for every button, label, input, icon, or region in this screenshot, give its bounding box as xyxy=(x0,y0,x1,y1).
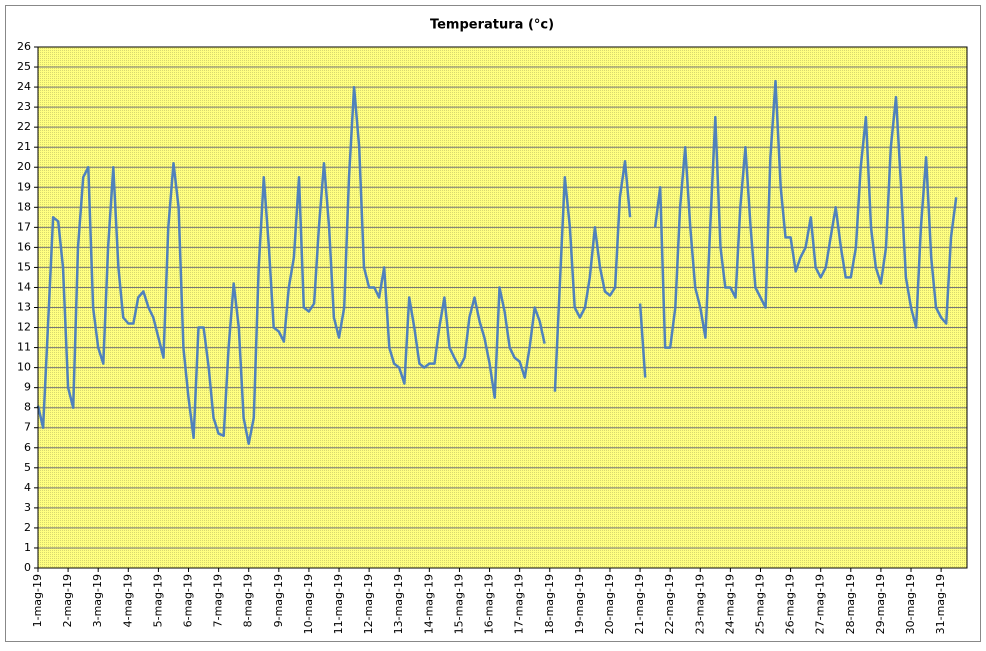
y-tick-label: 7 xyxy=(24,421,31,434)
x-tick-label: 1-mag-19 xyxy=(31,574,44,627)
y-tick-label: 8 xyxy=(24,401,31,414)
x-tick-label: 15-mag-19 xyxy=(452,574,465,634)
x-tick-label: 17-mag-19 xyxy=(513,574,526,634)
x-tick-label: 24-mag-19 xyxy=(723,574,736,634)
y-tick-label: 18 xyxy=(17,200,31,213)
y-tick-label: 15 xyxy=(17,260,31,273)
y-tick-label: 21 xyxy=(17,140,31,153)
x-tick-label: 22-mag-19 xyxy=(663,574,676,634)
x-tick-label: 11-mag-19 xyxy=(332,574,345,634)
x-tick-label: 16-mag-19 xyxy=(483,574,496,634)
y-tick-label: 3 xyxy=(24,501,31,514)
x-tick-label: 9-mag-19 xyxy=(272,574,285,627)
x-tick-label: 14-mag-19 xyxy=(422,574,435,634)
x-tick-label: 21-mag-19 xyxy=(633,574,646,634)
x-tick-label: 30-mag-19 xyxy=(904,574,917,634)
x-tick-label: 8-mag-19 xyxy=(242,574,255,627)
y-tick-label: 14 xyxy=(17,280,31,293)
x-tick-label: 6-mag-19 xyxy=(182,574,195,627)
y-tick-label: 10 xyxy=(17,361,31,374)
grid xyxy=(38,46,967,569)
y-tick-label: 25 xyxy=(17,60,31,73)
y-tick-label: 16 xyxy=(17,240,31,253)
y-tick-label: 4 xyxy=(24,481,31,494)
y-tick-label: 23 xyxy=(17,100,31,113)
x-tick-label: 12-mag-19 xyxy=(362,574,375,634)
x-tick-label: 20-mag-19 xyxy=(603,574,616,634)
y-tick-label: 24 xyxy=(17,80,31,93)
y-tick-label: 11 xyxy=(17,341,31,354)
x-tick-label: 28-mag-19 xyxy=(844,574,857,634)
y-tick-label: 2 xyxy=(24,521,31,534)
x-tick-label: 5-mag-19 xyxy=(151,574,164,627)
x-tick-label: 13-mag-19 xyxy=(392,574,405,634)
y-tick-label: 9 xyxy=(24,381,31,394)
y-tick-label: 17 xyxy=(17,220,31,233)
x-tick-label: 25-mag-19 xyxy=(753,574,766,634)
y-tick-label: 5 xyxy=(24,461,31,474)
chart-title: Temperatura (°c) xyxy=(430,18,554,33)
y-tick-label: 13 xyxy=(17,301,31,314)
y-tick-label: 12 xyxy=(17,321,31,334)
y-tick-label: 20 xyxy=(17,160,31,173)
x-tick-label: 3-mag-19 xyxy=(91,574,104,627)
x-tick-label: 7-mag-19 xyxy=(212,574,225,627)
y-tick-label: 6 xyxy=(24,441,31,454)
x-tick-label: 18-mag-19 xyxy=(543,574,556,634)
y-tick-label: 26 xyxy=(17,40,31,53)
y-tick-label: 22 xyxy=(17,120,31,133)
x-tick-label: 29-mag-19 xyxy=(874,574,887,634)
axis-labels: 0123456789101112131415161718192021222324… xyxy=(17,40,947,634)
x-tick-label: 26-mag-19 xyxy=(784,574,797,634)
x-tick-label: 31-mag-19 xyxy=(934,574,947,634)
x-tick-label: 4-mag-19 xyxy=(121,574,134,627)
y-tick-label: 0 xyxy=(24,561,31,574)
x-tick-label: 27-mag-19 xyxy=(814,574,827,634)
y-tick-label: 19 xyxy=(17,180,31,193)
y-tick-label: 1 xyxy=(24,541,31,554)
x-tick-label: 2-mag-19 xyxy=(61,574,74,627)
x-tick-label: 19-mag-19 xyxy=(573,574,586,634)
x-tick-label: 23-mag-19 xyxy=(693,574,706,634)
x-tick-label: 10-mag-19 xyxy=(302,574,315,634)
